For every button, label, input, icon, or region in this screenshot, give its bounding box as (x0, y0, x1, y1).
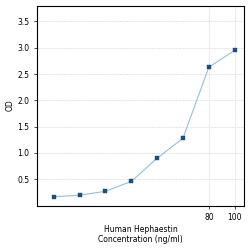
Y-axis label: OD: OD (6, 100, 15, 112)
X-axis label: Human Hephaestin
Concentration (ng/ml): Human Hephaestin Concentration (ng/ml) (98, 225, 183, 244)
